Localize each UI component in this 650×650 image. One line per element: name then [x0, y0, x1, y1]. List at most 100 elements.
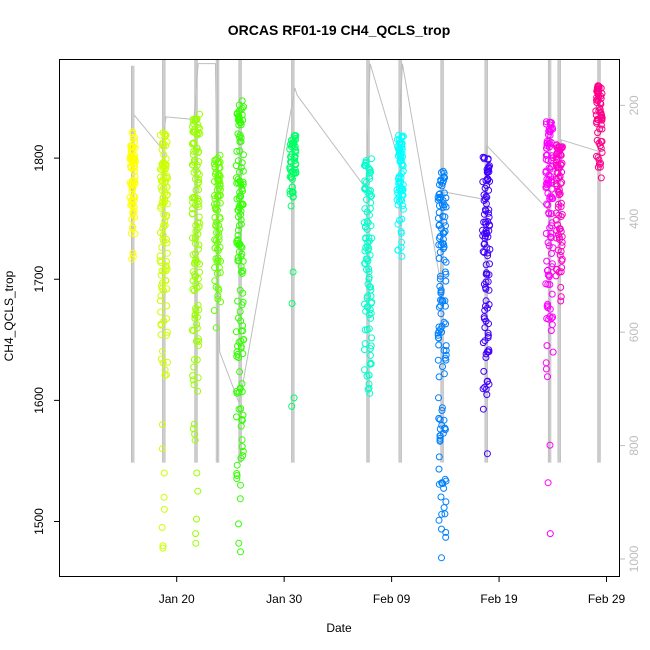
data-point	[435, 465, 443, 473]
data-point	[194, 335, 202, 343]
data-point	[159, 544, 167, 552]
data-point	[190, 287, 198, 295]
data-point	[233, 470, 241, 477]
data-point	[542, 120, 550, 128]
data-point	[437, 241, 445, 249]
y-tick-label: 1700	[32, 266, 46, 293]
data-point	[395, 198, 403, 206]
data-point	[365, 165, 373, 173]
data-point	[558, 257, 566, 265]
data-point	[442, 258, 450, 266]
data-point	[215, 264, 223, 272]
data-point	[552, 153, 560, 161]
data-point	[195, 241, 203, 249]
data-point	[216, 269, 224, 277]
data-point	[214, 292, 222, 300]
data-point	[545, 242, 553, 250]
data-point	[131, 144, 139, 152]
data-point	[441, 297, 449, 305]
data-point	[191, 430, 199, 438]
data-point	[234, 179, 242, 187]
data-point	[237, 164, 245, 171]
data-point	[486, 221, 493, 229]
data-point	[546, 530, 554, 538]
data-point	[593, 96, 600, 104]
data-point	[479, 153, 487, 161]
data-point	[437, 310, 445, 318]
data-point	[399, 186, 407, 194]
data-point	[366, 190, 373, 198]
y2-tick-label: 200	[627, 95, 641, 115]
data-point	[542, 167, 550, 175]
data-point	[437, 272, 444, 280]
data-point	[484, 252, 492, 260]
data-point	[156, 252, 164, 260]
data-point	[159, 201, 167, 209]
data-point	[435, 453, 443, 461]
data-point	[364, 257, 372, 265]
x-axis-label: Date	[326, 621, 352, 635]
y-axis-label: CH4_QCLS_trop	[2, 270, 16, 361]
data-point	[236, 385, 244, 393]
data-point	[128, 154, 136, 162]
data-point	[239, 452, 247, 460]
data-point	[234, 157, 242, 165]
data-point	[367, 314, 375, 322]
data-point	[396, 139, 404, 147]
data-point	[237, 106, 245, 114]
y-tick-label: 1500	[32, 508, 46, 535]
data-point	[595, 156, 603, 164]
data-point	[543, 139, 551, 147]
data-point	[479, 339, 487, 347]
data-point	[195, 158, 203, 166]
data-point	[481, 234, 489, 242]
data-point	[368, 155, 375, 163]
data-point	[557, 297, 565, 305]
data-point	[366, 389, 374, 397]
data-point	[437, 493, 445, 501]
data-point	[238, 301, 246, 309]
data-point	[236, 495, 244, 503]
data-point	[191, 156, 198, 164]
data-point	[286, 187, 294, 195]
data-point	[485, 286, 493, 294]
data-point	[211, 170, 219, 178]
data-point	[436, 248, 444, 256]
data-point	[195, 176, 202, 183]
data-point	[554, 155, 562, 163]
data-point	[126, 193, 134, 201]
data-point	[192, 186, 200, 194]
data-point	[163, 328, 171, 336]
data-point	[238, 159, 246, 167]
data-point	[442, 528, 450, 536]
data-point	[440, 169, 448, 177]
data-point	[557, 283, 565, 291]
data-point	[396, 216, 403, 224]
data-point	[211, 192, 218, 199]
data-point	[394, 246, 402, 254]
data-point	[190, 168, 198, 176]
data-point	[162, 277, 170, 285]
data-point	[544, 239, 552, 247]
data-point	[237, 422, 245, 430]
x-tick-label: Jan 30	[266, 592, 302, 606]
data-point	[163, 138, 171, 146]
data-point	[398, 252, 406, 260]
data-point	[234, 226, 242, 234]
data-point	[237, 134, 245, 142]
data-point	[440, 256, 448, 264]
data-point	[162, 262, 170, 270]
data-point	[555, 174, 563, 182]
data-point	[556, 143, 564, 151]
data-point	[365, 265, 373, 273]
data-point	[129, 201, 137, 208]
data-point	[127, 229, 135, 237]
data-point	[440, 318, 448, 326]
data-point	[399, 181, 407, 189]
data-point	[234, 297, 242, 305]
data-point	[547, 327, 555, 335]
data-point	[595, 104, 603, 112]
data-point	[482, 177, 490, 184]
data-point	[598, 115, 605, 123]
